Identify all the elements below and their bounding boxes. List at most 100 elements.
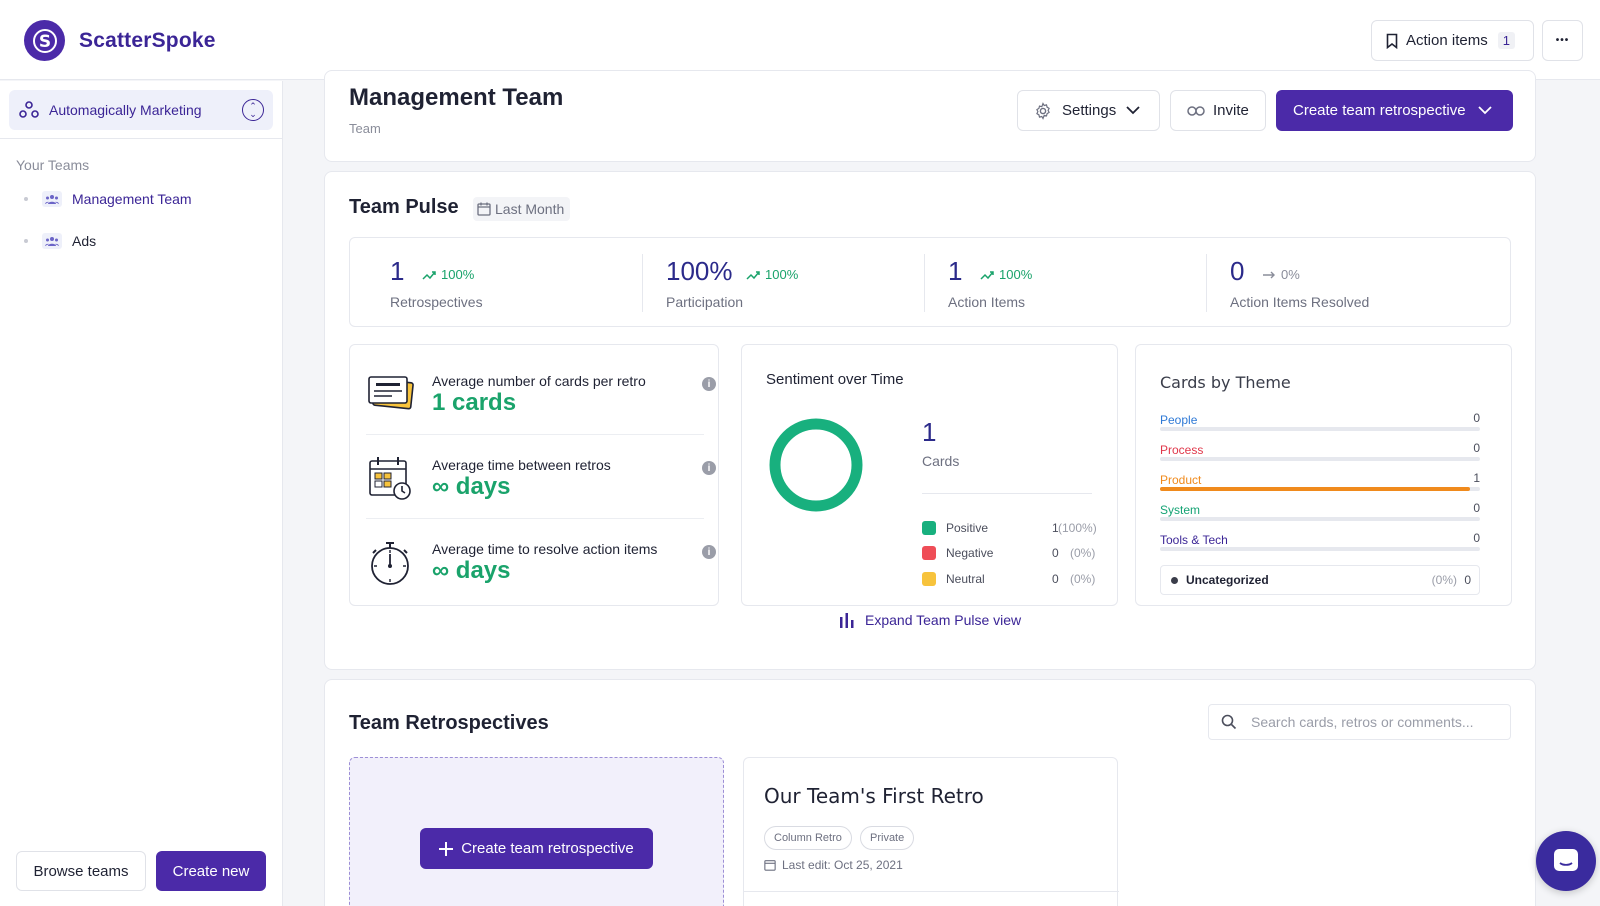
theme-row: System 0	[1160, 501, 1480, 521]
sidebar: Automagically Marketing ⌃ ⌄ Your Teams Ma…	[0, 81, 283, 906]
retro-card-divider	[744, 891, 1119, 892]
uncategorized-label: Uncategorized	[1186, 573, 1269, 587]
sentiment-divider	[922, 493, 1092, 494]
period-filter[interactable]: Last Month	[473, 197, 571, 221]
create-team-retrospective-tile-button[interactable]: Create team retrospective	[420, 828, 653, 869]
team-pulse-panel: Team Pulse Last Month 1 100% Retrospecti…	[324, 171, 1536, 670]
theme-value: 0	[1473, 531, 1480, 545]
calendar-icon	[764, 860, 776, 871]
sidebar-item-management-team[interactable]: Management Team	[24, 191, 192, 207]
legend-swatch	[922, 572, 936, 586]
organization-switcher[interactable]: Automagically Marketing ⌃ ⌄	[9, 90, 273, 130]
bar-chart-icon	[840, 613, 854, 628]
stat-label: Action Items	[948, 294, 1026, 310]
legend-swatch	[922, 546, 936, 560]
legend-positive: Positive 1 (100%)	[922, 521, 1097, 535]
sentiment-panel: Sentiment over Time 1 Cards Positive 1 (…	[741, 344, 1118, 606]
stat-retrospectives: 1 100% Retrospectives	[350, 238, 632, 328]
expand-label: Expand Team Pulse view	[865, 612, 1022, 628]
create-team-retrospective-button[interactable]: Create team retrospective	[1276, 90, 1513, 131]
info-icon[interactable]: i	[702, 545, 716, 559]
stat-label: Participation	[666, 294, 744, 310]
stat-divider	[642, 254, 643, 312]
stat-label: Retrospectives	[390, 294, 483, 310]
sentiment-card-count-label: Cards	[922, 453, 960, 469]
expand-team-pulse-link[interactable]: Expand Team Pulse view	[839, 612, 1021, 628]
legend-pct: (100%)	[1058, 521, 1097, 535]
trend-up-icon	[980, 270, 994, 280]
theme-bar-track	[1160, 517, 1480, 521]
metric-value: ∞ days	[432, 473, 511, 500]
cards-by-theme-panel: Cards by Theme People 0 Process 0 Product 1 Sy…	[1135, 344, 1512, 606]
theme-bar-track	[1160, 487, 1480, 491]
retro-last-edit: Last edit: Oct 25, 2021	[764, 858, 903, 872]
page-subtitle: Team	[349, 121, 381, 136]
uncategorized-dot	[1171, 576, 1178, 584]
bullet	[24, 239, 28, 243]
sidebar-item-ads[interactable]: Ads	[24, 233, 96, 249]
organization-name: Automagically Marketing	[49, 102, 202, 118]
cards-by-theme-title: Cards by Theme	[1160, 373, 1291, 392]
link-icon	[1187, 105, 1205, 116]
retro-card[interactable]: Our Team's First Retro Column Retro Priv…	[743, 757, 1119, 906]
brand-logo[interactable]: S ScatterSpoke	[24, 20, 216, 61]
organization-icon	[19, 101, 39, 118]
stopwatch-icon	[366, 539, 414, 587]
legend-swatch	[922, 521, 936, 535]
trend-up-icon	[422, 270, 436, 280]
stat-trend-value: 0%	[1281, 267, 1300, 282]
invite-label: Invite	[1213, 102, 1249, 119]
stat-action-items-resolved: 0 0% Action Items Resolved	[1190, 238, 1472, 328]
theme-value: 0	[1473, 411, 1480, 425]
pulse-stats: 1 100% Retrospectives 100% 100% Particip…	[349, 237, 1511, 327]
metric-value: ∞ days	[432, 557, 511, 584]
retro-card-title: Our Team's First Retro	[764, 784, 984, 808]
legend-neutral: Neutral 0 (0%)	[922, 572, 1095, 586]
theme-bar-track	[1160, 427, 1480, 431]
period-label: Last Month	[495, 201, 565, 217]
stat-trend: 100%	[980, 267, 1032, 282]
stat-label: Action Items Resolved	[1230, 294, 1370, 310]
metric-title: Average time between retros	[432, 457, 611, 473]
chevron-down-icon	[1477, 106, 1492, 115]
stat-divider	[924, 254, 925, 312]
theme-value: 1	[1473, 471, 1480, 485]
team-icon	[42, 191, 62, 207]
plus-icon	[439, 841, 454, 856]
info-icon[interactable]: i	[702, 461, 716, 475]
settings-label: Settings	[1062, 102, 1117, 119]
brand-name: ScatterSpoke	[79, 28, 216, 52]
action-items-label: Action items	[1406, 32, 1488, 49]
more-options-button[interactable]: •••	[1542, 20, 1583, 61]
settings-button[interactable]: Settings	[1017, 90, 1160, 131]
team-header: Management Team Team Settings Invite Cre…	[324, 70, 1536, 162]
chat-support-button[interactable]	[1536, 831, 1596, 891]
svg-text:S: S	[38, 32, 50, 52]
sentiment-card-count: 1	[922, 417, 937, 447]
page-title: Management Team	[349, 84, 564, 111]
chevron-down-icon	[1126, 106, 1140, 115]
scatterspoke-logo-icon: S	[24, 20, 65, 61]
invite-button[interactable]: Invite	[1170, 90, 1266, 131]
team-icon	[42, 233, 62, 249]
uncategorized-row: Uncategorized (0%) 0	[1160, 565, 1480, 595]
theme-row: Product 1	[1160, 471, 1480, 491]
metric-divider	[366, 518, 704, 519]
metric-value: 1 cards	[432, 389, 517, 416]
browse-teams-button[interactable]: Browse teams	[16, 851, 146, 891]
team-pulse-title: Team Pulse	[349, 196, 459, 218]
info-icon[interactable]: i	[702, 377, 716, 391]
theme-value: 0	[1473, 441, 1480, 455]
your-teams-heading: Your Teams	[16, 157, 90, 173]
expand-collapse-icon: ⌃ ⌄	[242, 99, 264, 121]
sidebar-item-label: Ads	[72, 233, 97, 249]
theme-bar-fill	[1160, 487, 1471, 491]
create-new-button[interactable]: Create new	[156, 851, 266, 891]
sentiment-title: Sentiment over Time	[766, 371, 904, 388]
action-items-button[interactable]: Action items 1	[1371, 20, 1534, 61]
retro-tag-visibility: Private	[860, 826, 915, 850]
retro-last-edit-text: Last edit: Oct 25, 2021	[782, 858, 903, 872]
sidebar-item-label: Management Team	[72, 191, 192, 207]
search-input[interactable]	[1251, 714, 1491, 730]
stat-trend: 100%	[422, 267, 474, 282]
